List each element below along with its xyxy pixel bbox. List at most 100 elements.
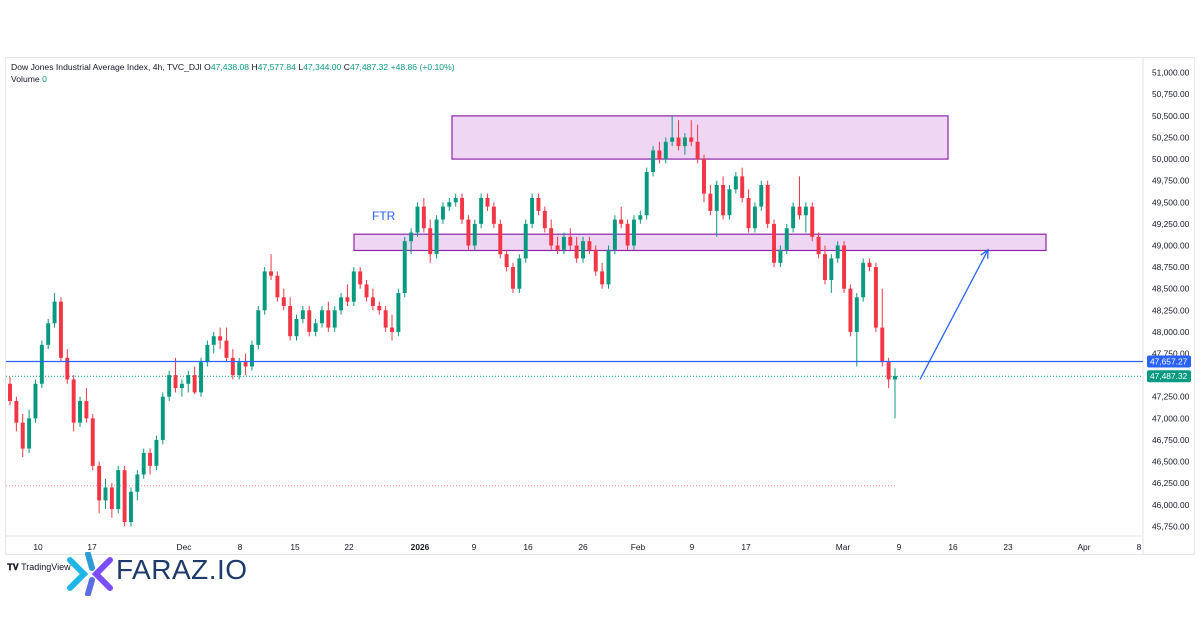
candle-body-61 — [396, 293, 401, 332]
x-tick-label-10: Feb — [631, 542, 646, 552]
faraz-logo-icon — [67, 552, 113, 596]
tradingview-logo-icon: 𝐓𝐕 — [7, 562, 19, 572]
y-tick-label-10: 48,250.00 — [1152, 305, 1190, 315]
candle-body-68 — [440, 206, 445, 220]
candle-body-81 — [523, 223, 528, 259]
candle-body-0 — [8, 383, 12, 402]
legend-volume-label: Volume — [11, 74, 40, 84]
candle-body-105 — [676, 137, 681, 147]
candle-body-55 — [358, 271, 363, 285]
candle-body-26 — [173, 375, 178, 389]
candle-body-104 — [670, 137, 675, 142]
x-tick-label-9: 26 — [578, 542, 588, 552]
candle-body-113 — [727, 189, 732, 216]
candle-body-1 — [14, 401, 19, 423]
candle-body-124 — [797, 206, 802, 216]
candle-body-28 — [186, 375, 191, 384]
ftr-label: FTR — [372, 209, 396, 223]
candle-body-89 — [574, 245, 579, 259]
candle-body-72 — [466, 219, 471, 246]
legend-h-value: 47,577.84 — [257, 62, 296, 72]
candle-body-41 — [269, 271, 274, 276]
x-tick-label-4: 15 — [290, 542, 300, 552]
site-brand: FARAZ.IO — [116, 554, 248, 585]
candle-body-109 — [702, 159, 706, 194]
x-tick-label-16: 23 — [1003, 542, 1013, 552]
candle-body-112 — [721, 184, 726, 216]
y-tick-label-15: 49,500.00 — [1152, 197, 1190, 207]
candle-body-115 — [740, 176, 745, 198]
candle-body-126 — [810, 206, 815, 237]
candle-body-138 — [886, 362, 891, 380]
candle-body-97 — [625, 223, 630, 246]
price-label-0: 47,657.27 — [1150, 357, 1188, 367]
legend-l-label: L — [298, 62, 304, 72]
candle-body-87 — [561, 236, 566, 250]
candle-body-22 — [148, 452, 153, 466]
y-tick-label-18: 50,250.00 — [1152, 132, 1190, 142]
candle-body-35 — [230, 357, 235, 376]
candle-body-73 — [472, 223, 477, 246]
price-label-1: 47,487.32 — [1150, 371, 1188, 381]
legend-volume-row: Volume 0 — [11, 73, 455, 85]
projection-arrow-line — [919, 249, 989, 380]
candle-body-67 — [434, 219, 439, 255]
candle-body-43 — [281, 297, 286, 306]
candle-body-123 — [791, 206, 796, 229]
candle-body-128 — [822, 254, 827, 281]
candle-body-79 — [511, 267, 515, 289]
candle-body-38 — [249, 344, 254, 367]
candle-body-30 — [199, 362, 203, 393]
y-tick-label-9: 48,000.00 — [1152, 327, 1190, 337]
candle-body-75 — [485, 197, 490, 207]
candle-body-64 — [415, 206, 420, 233]
legend-o-value: 47,438.08 — [210, 62, 250, 72]
candle-body-58 — [377, 305, 382, 311]
projection-arrowhead — [980, 248, 989, 259]
candle-body-101 — [651, 150, 656, 173]
x-tick-label-1: 17 — [87, 542, 97, 552]
candle-body-82 — [530, 197, 535, 224]
y-tick-label-5: 47,000.00 — [1152, 413, 1190, 423]
legend-c-label: C — [343, 62, 350, 72]
x-tick-label-6: 2026 — [411, 542, 430, 552]
candle-body-15 — [103, 487, 108, 501]
x-tick-label-12: 17 — [741, 542, 751, 552]
candle-body-60 — [390, 327, 394, 332]
candle-body-119 — [765, 184, 770, 224]
price-label-bg-0 — [1147, 355, 1191, 368]
candle-body-133 — [854, 297, 859, 332]
candle-body-103 — [663, 141, 668, 160]
candle-body-116 — [746, 197, 751, 229]
candle-body-107 — [689, 137, 694, 142]
candle-body-59 — [383, 310, 388, 328]
legend-o-label: O — [204, 62, 211, 72]
candle-body-20 — [135, 474, 140, 492]
candle-body-132 — [848, 288, 853, 332]
candle-body-131 — [842, 245, 847, 289]
y-tick-label-14: 49,250.00 — [1152, 219, 1190, 229]
ftr-zone — [353, 233, 1047, 252]
candle-body-91 — [587, 241, 592, 250]
candle-body-102 — [657, 150, 662, 160]
candle-body-93 — [600, 271, 605, 285]
candle-body-42 — [275, 275, 280, 298]
tradingview-attribution[interactable]: 𝐓𝐕 TradingView — [7, 562, 71, 573]
candle-body-139 — [893, 375, 897, 380]
candle-body-18 — [122, 470, 127, 523]
candle-body-114 — [733, 176, 738, 190]
y-tick-label-20: 50,750.00 — [1152, 89, 1190, 99]
candle-body-65 — [421, 206, 426, 229]
candle-body-110 — [708, 193, 713, 211]
legend-volume-value: 0 — [42, 74, 47, 84]
candle-body-37 — [243, 362, 248, 367]
candle-body-3 — [27, 418, 32, 449]
candle-body-52 — [339, 297, 344, 311]
candle-body-125 — [803, 206, 808, 216]
candle-body-88 — [568, 236, 573, 246]
y-tick-label-21: 51,000.00 — [1152, 68, 1190, 78]
x-tick-label-11: 9 — [690, 542, 695, 552]
candle-body-70 — [453, 197, 458, 203]
candle-body-45 — [294, 318, 299, 337]
